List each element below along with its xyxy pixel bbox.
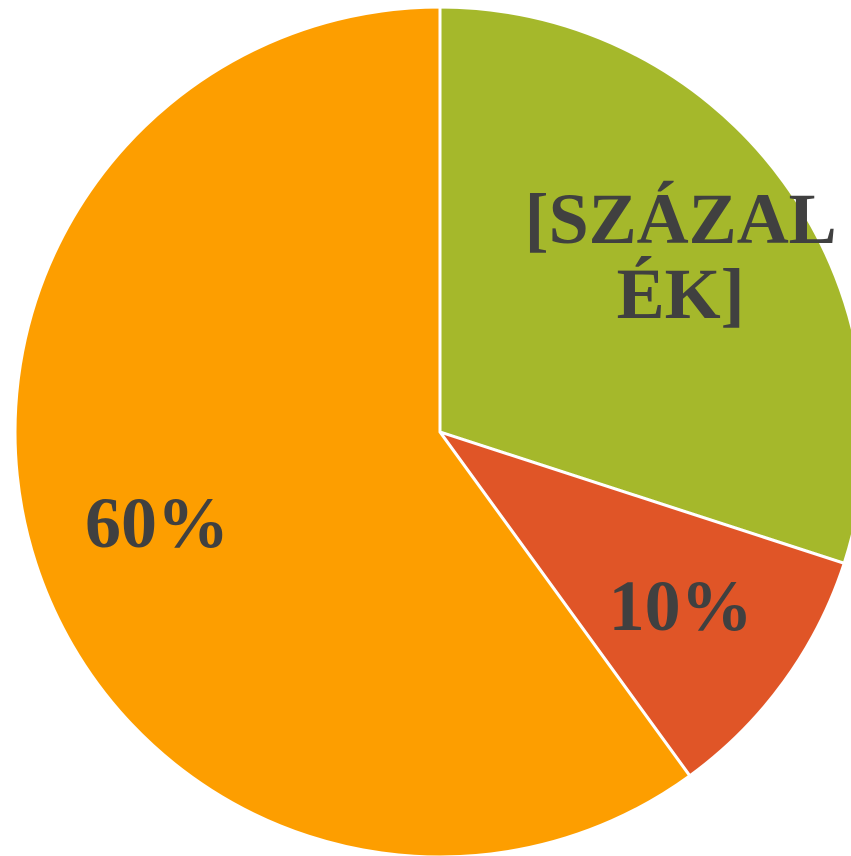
pie-slice	[436, 429, 847, 778]
data-label: 60%	[85, 483, 230, 564]
data-label-box: 10%	[521, 507, 841, 707]
data-label-box: 60%	[0, 424, 317, 624]
data-label-container: [SZÁZALÉK]	[521, 157, 841, 357]
data-label-container: 10%	[521, 507, 841, 707]
data-label: [SZÁZALÉK]	[524, 178, 837, 335]
pie-slice	[13, 5, 692, 856]
data-label: 10%	[608, 566, 753, 647]
data-label-box: [SZÁZALÉK]	[521, 157, 841, 357]
pie-slice	[438, 5, 851, 566]
data-label-container: 60%	[0, 424, 317, 624]
